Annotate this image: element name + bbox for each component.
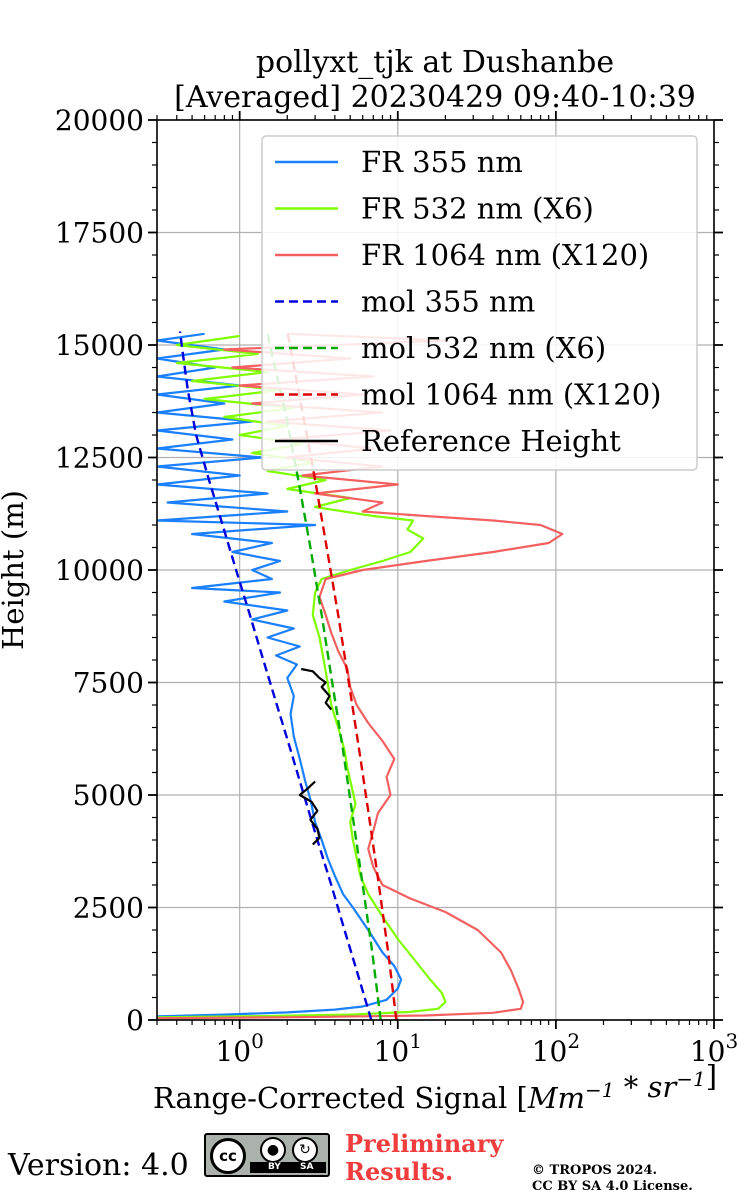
series-line-0 <box>157 332 403 1018</box>
legend-label: Reference Height <box>361 424 621 458</box>
share-alike-icon: ↻ <box>292 1137 318 1163</box>
cc-sa-label: SA <box>300 1162 314 1172</box>
legend-box <box>261 135 698 471</box>
y-axis-label: Height (m) <box>0 490 30 650</box>
cc-label-strip: BY SA <box>250 1162 326 1173</box>
copyright-line1: © TROPOS 2024. <box>532 1163 658 1178</box>
y-tick-label: 2500 <box>73 892 144 925</box>
y-tick-label: 10000 <box>55 554 144 587</box>
x-tick-label: 102 <box>532 1029 580 1068</box>
legend-label: FR 532 nm (X6) <box>361 192 594 226</box>
version-label: Version: 4.0 <box>8 1148 189 1183</box>
chart-title-line2: [Averaged] 20230429 09:40-10:39 <box>174 80 696 115</box>
y-tick-label: 12500 <box>55 442 144 475</box>
x-axis-label: Range-Corrected Signal [Mm−1 * sr−1] <box>153 1059 717 1115</box>
y-tick-label: 17500 <box>55 217 144 250</box>
legend: FR 355 nm FR 532 nm (X6) FR 1064 nm (X120)… <box>261 135 698 471</box>
x-tick-label: 103 <box>690 1029 738 1068</box>
chart: pollyxt_tjk at Dushanbe [Averaged] 20230… <box>0 45 738 1115</box>
cc-license-badge: cc ● ↻ BY SA <box>204 1133 330 1177</box>
preliminary-results-note: Preliminary Results. <box>345 1130 503 1186</box>
x-axis-label-math: Mm−1 * sr−1 <box>527 1067 706 1115</box>
person-icon: ● <box>260 1137 286 1163</box>
ticks <box>148 111 723 1029</box>
copyright-note: © TROPOS 2024. CC BY SA 4.0 License. <box>532 1163 693 1195</box>
y-tick-label: 5000 <box>73 779 144 812</box>
tick-labels: 0 2500 5000 7500 10000 12500 15000 17500 20000 10… <box>55 104 738 1068</box>
x-axis-label-text: Range-Corrected Signal [ <box>153 1081 528 1115</box>
cc-logo-icon: cc <box>210 1138 246 1174</box>
y-tick-label: 15000 <box>55 329 144 362</box>
legend-label: FR 355 nm <box>361 145 523 179</box>
legend-label: FR 1064 nm (X120) <box>361 238 649 272</box>
preliminary-line1: Preliminary <box>345 1129 504 1158</box>
y-tick-label: 20000 <box>55 104 144 137</box>
legend-label: mol 532 nm (X6) <box>361 331 606 365</box>
series-line-1 <box>157 334 447 1019</box>
x-tick-label: 101 <box>374 1029 422 1068</box>
legend-label: mol 355 nm <box>361 285 535 319</box>
series-line-6 <box>298 780 321 846</box>
y-tick-label: 7500 <box>73 667 144 700</box>
y-tick-label: 0 <box>126 1004 144 1037</box>
copyright-line2: CC BY SA 4.0 License. <box>532 1179 693 1194</box>
preliminary-line2: Results. <box>345 1157 454 1186</box>
cc-by-label: BY <box>268 1162 281 1172</box>
chart-title-line1: pollyxt_tjk at Dushanbe <box>256 45 614 80</box>
legend-label: mol 1064 nm (X120) <box>361 378 662 412</box>
x-tick-label: 100 <box>215 1029 263 1068</box>
x-axis-label-end: ] <box>706 1059 717 1093</box>
series-line-6 <box>300 667 333 711</box>
